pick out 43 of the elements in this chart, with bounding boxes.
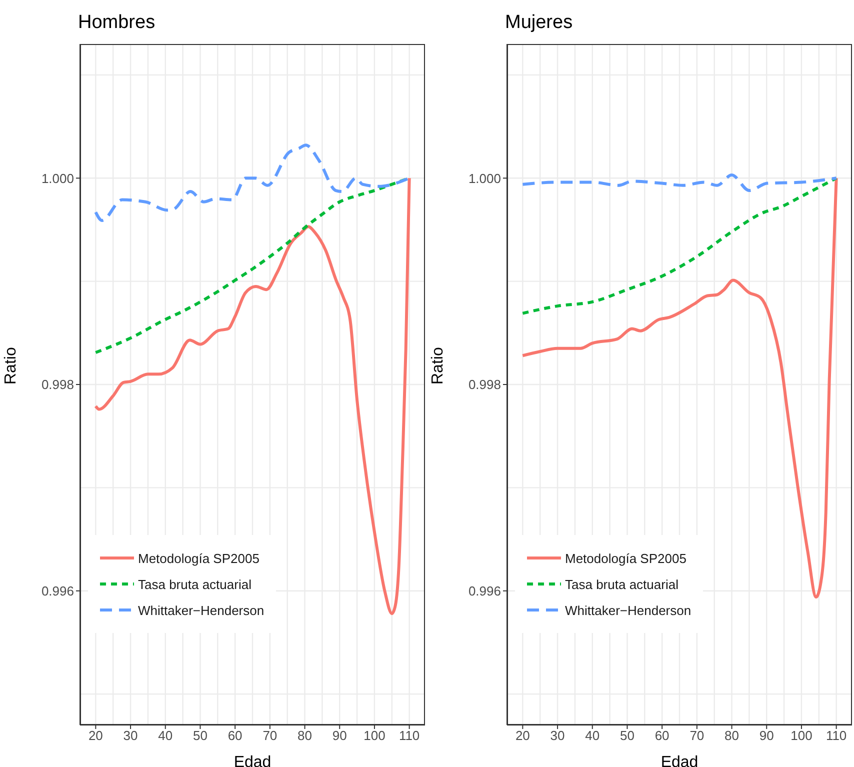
y-axis-title: Ratio [430,347,447,384]
x-tick-label: 90 [759,728,774,744]
legend-label: Whittaker−Henderson [565,602,692,618]
x-tick-label: 80 [724,728,740,744]
line-series [94,144,411,222]
x-tick-label: 100 [364,728,386,744]
x-tick-label: 40 [585,728,600,744]
y-tick-label: 1.000 [41,170,74,186]
legend-label: Tasa bruta actuarial [565,576,678,592]
chart-title: Mujeres [505,12,573,34]
y-tick-label: 0.998 [468,377,501,392]
x-tick-label: 110 [826,728,847,744]
line-series [521,176,838,315]
x-tick-label: 100 [790,728,812,744]
legend-label: Whittaker−Henderson [138,602,264,618]
x-tick-label: 30 [550,728,565,744]
chart-title: Hombres [78,12,156,34]
y-axis-title: Ratio [2,347,20,384]
x-tick-label: 80 [298,728,312,744]
x-axis-title: Edad [660,754,698,767]
x-tick-label: 20 [515,728,530,744]
x-tick-label: 70 [690,728,704,744]
legend-label: Metodología SP2005 [138,550,260,566]
y-tick-label: 0.996 [41,583,74,598]
y-tick-label: 0.998 [41,377,74,392]
x-tick-label: 50 [620,728,634,744]
y-tick-label: 0.996 [468,583,501,598]
x-tick-label: 40 [158,728,173,744]
x-tick-label: 20 [88,728,103,744]
x-tick-label: 110 [398,728,420,744]
x-tick-label: 60 [228,728,242,744]
x-tick-label: 60 [654,728,670,744]
x-tick-label: 90 [332,728,347,744]
y-tick-label: 1.000 [468,170,501,186]
x-tick-label: 50 [192,728,208,744]
x-tick-label: 70 [262,728,278,744]
line-series [94,176,411,616]
x-tick-label: 30 [123,728,138,744]
legend-label: Metodología SP2005 [565,550,686,566]
line-series [521,174,838,192]
line-series [521,176,838,599]
legend-label: Tasa bruta actuarial [138,576,252,592]
x-axis-title: Edad [234,754,272,767]
